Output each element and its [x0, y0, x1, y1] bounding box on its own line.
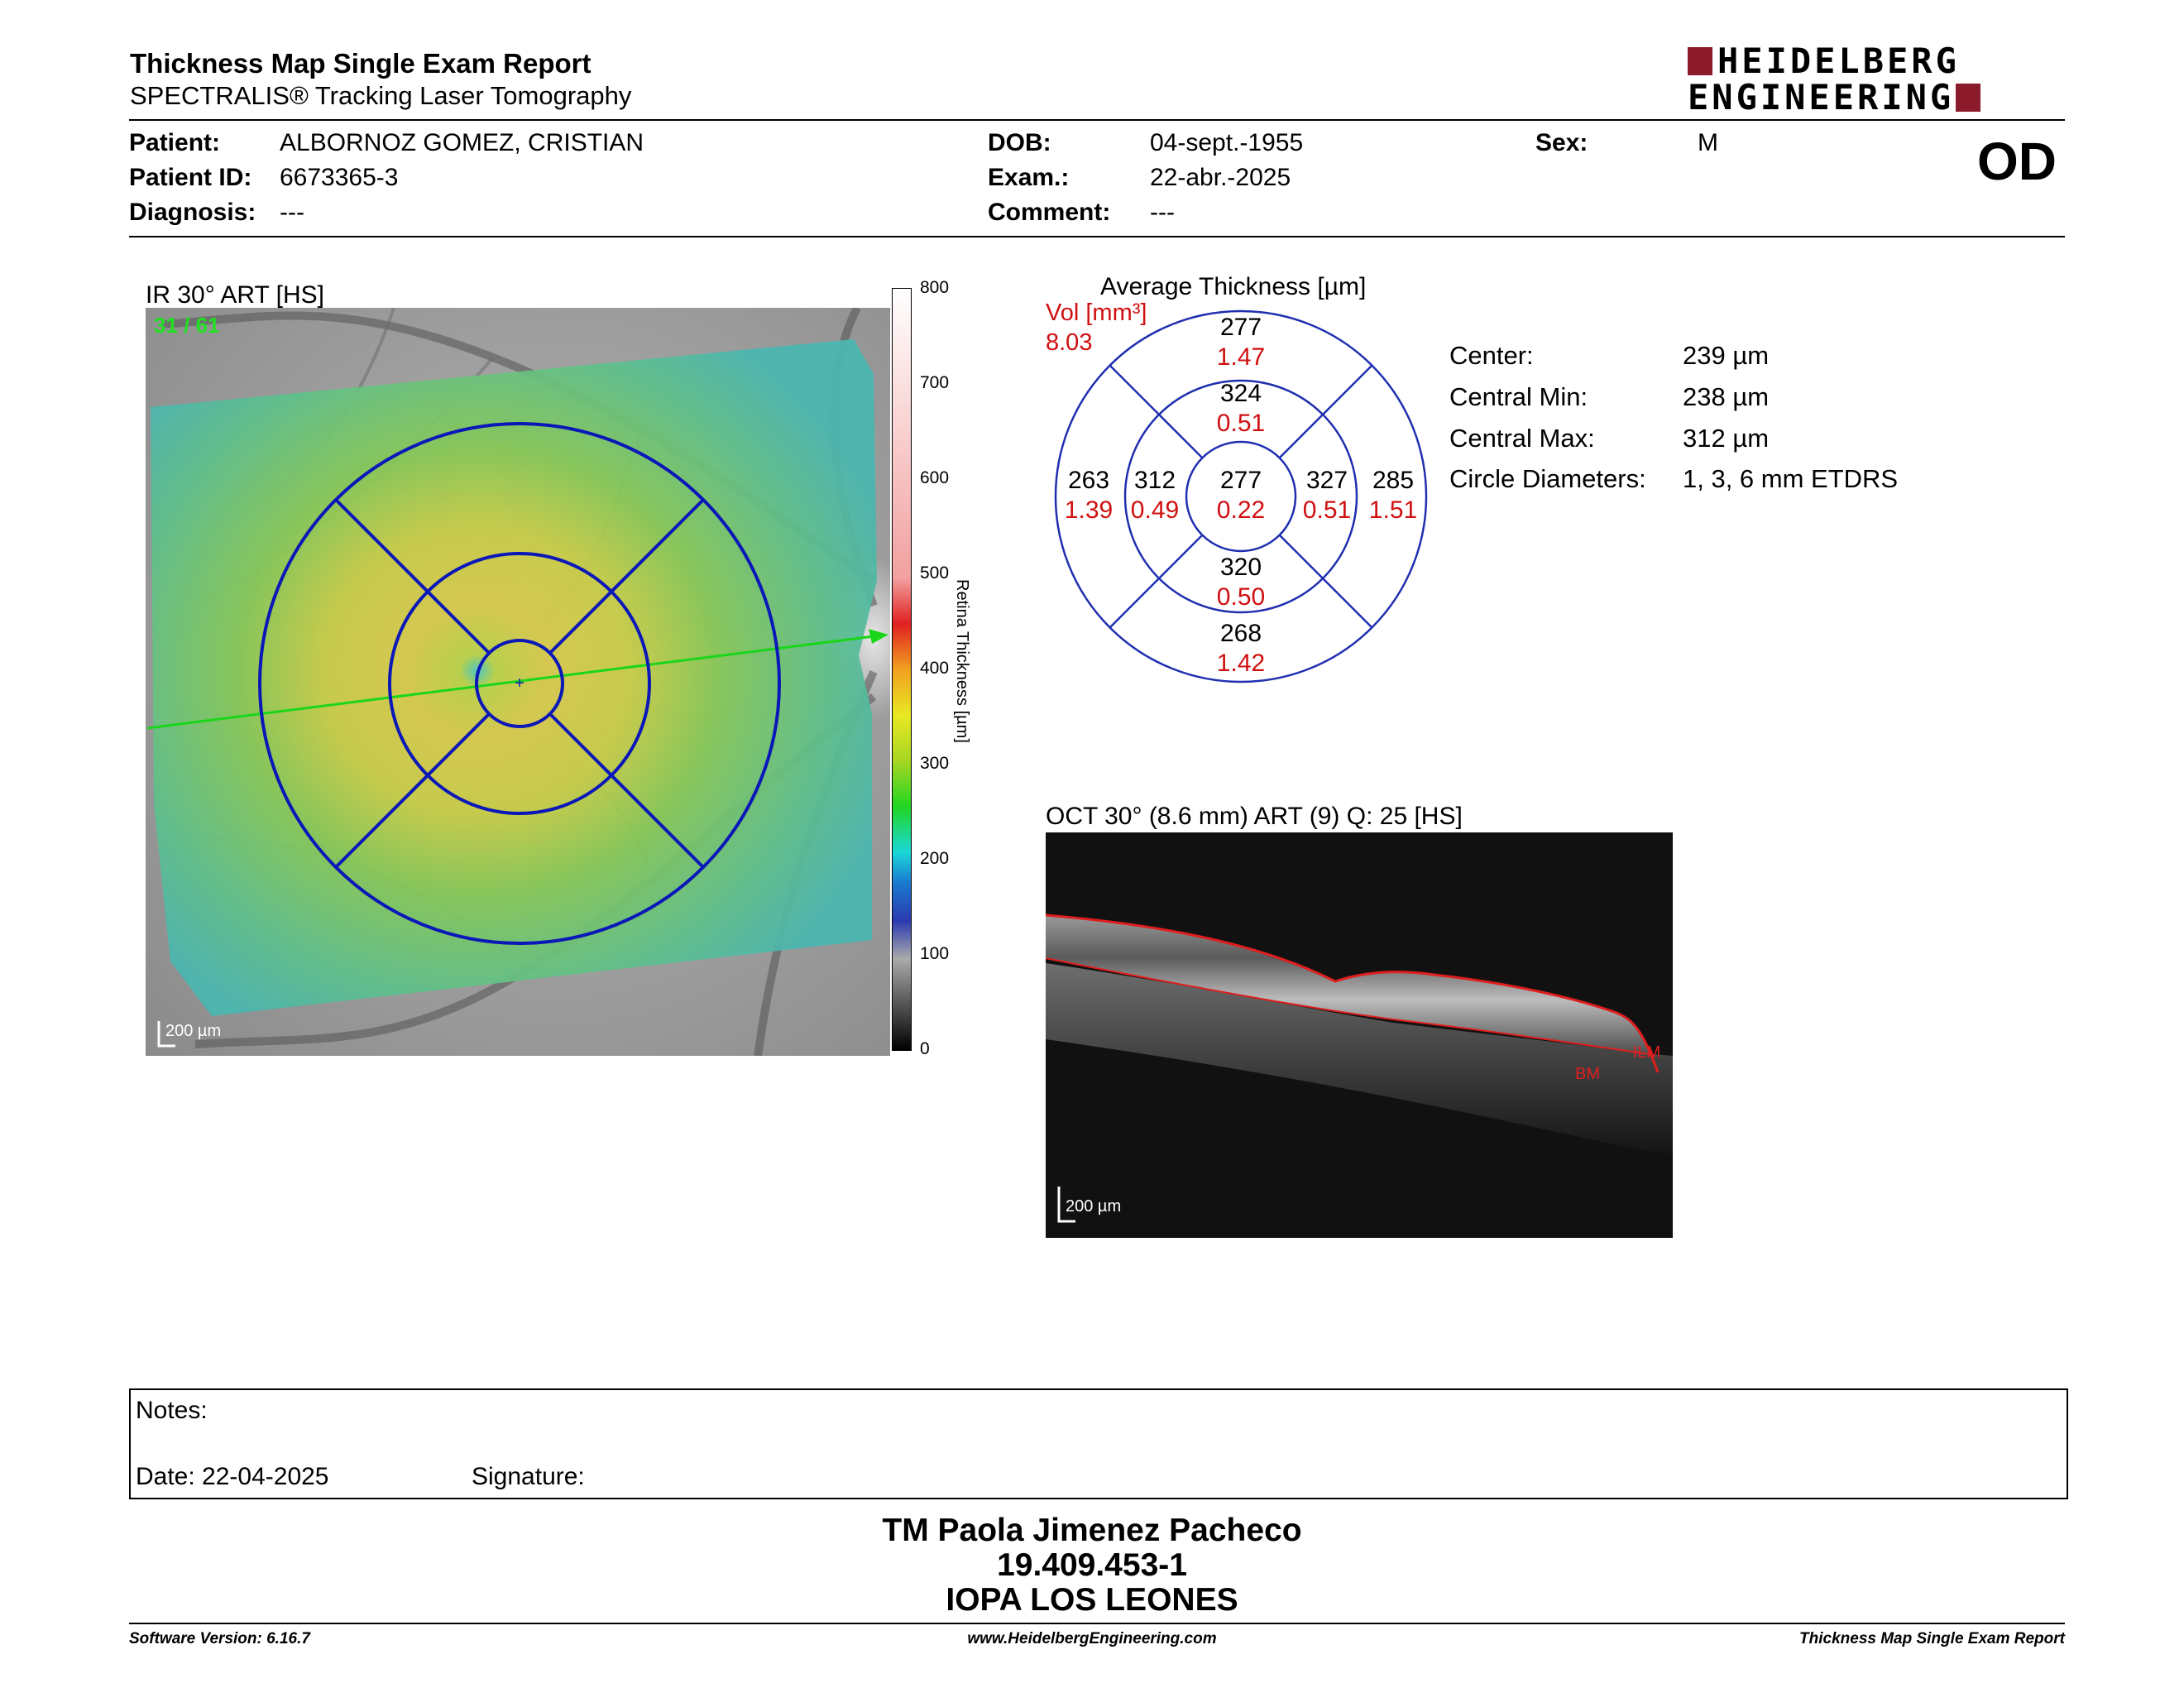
circle-diameters-label: Circle Diameters:: [1449, 464, 1646, 493]
oct-scale-label: 200 µm: [1066, 1197, 1121, 1216]
thickness-colorbar: [892, 288, 912, 1051]
report-title: Thickness Map Single Exam Report: [130, 48, 592, 79]
volume-total: 8.03: [1046, 329, 1093, 356]
scale-bar-icon: [157, 1021, 175, 1048]
scan-arrow-icon: [869, 629, 888, 644]
oct-title: OCT 30° (8.6 mm) ART (9) Q: 25 [HS]: [1046, 803, 1463, 830]
outer-inferior-thickness: 268: [1220, 620, 1262, 647]
frame-counter: 31 / 61: [154, 313, 220, 338]
ilm-line: [1046, 914, 1660, 1073]
outer-nasal-volume: 1.51: [1369, 496, 1417, 524]
center-thickness: 277: [1220, 467, 1262, 494]
inner-inferior-volume: 0.50: [1217, 583, 1265, 611]
eye-indicator: OD: [1977, 132, 2057, 191]
footer-report-name: Thickness Map Single Exam Report: [1799, 1630, 2065, 1647]
heidelberg-logo: HEIDELBERG ENGINEERING: [1688, 41, 2068, 117]
notes-date: Date: 22-04-2025: [136, 1463, 329, 1490]
fundus-etdrs-grid: [258, 422, 781, 945]
outer-temporal-thickness: 263: [1068, 467, 1109, 494]
logo-line1: HEIDELBERG: [1717, 41, 1960, 81]
bm-label: BM: [1575, 1065, 1600, 1083]
inner-temporal-volume: 0.49: [1131, 496, 1179, 524]
center-label: Center:: [1449, 341, 1534, 370]
sex-value: M: [1698, 129, 1718, 156]
oct-bscan-image: ILM BM 200 µm: [1046, 832, 1673, 1238]
patient-name: ALBORNOZ GOMEZ, CRISTIAN: [280, 129, 644, 156]
report-subtitle: SPECTRALIS® Tracking Laser Tomography: [130, 81, 632, 110]
inner-nasal-volume: 0.51: [1303, 496, 1351, 524]
colorbar-tick: 700: [920, 373, 950, 392]
exam-value: 22-abr.-2025: [1150, 164, 1291, 191]
dob-value: 04-sept.-1955: [1150, 129, 1304, 156]
diagnosis-label: Diagnosis:: [129, 199, 256, 226]
scan-line[interactable]: [146, 635, 874, 730]
header-divider: [129, 119, 2065, 121]
svg-text:+: +: [515, 674, 524, 693]
center-volume: 0.22: [1217, 496, 1265, 524]
fundus-title: IR 30° ART [HS]: [146, 281, 324, 309]
notes-label: Notes:: [136, 1397, 208, 1424]
inner-nasal-thickness: 327: [1306, 467, 1348, 494]
inner-superior-thickness: 324: [1220, 380, 1262, 407]
central-min-value: 238 µm: [1683, 382, 1770, 411]
outer-temporal-volume: 1.39: [1065, 496, 1113, 524]
technician-name: TM Paola Jimenez Pacheco: [882, 1513, 1302, 1548]
inner-inferior-thickness: 320: [1220, 554, 1262, 581]
etdrs-title: Average Thickness [µm]: [1100, 273, 1367, 300]
footer-divider: [129, 1623, 2065, 1624]
bm-line: [1046, 957, 1650, 1055]
oct-svg: ILM BM 200 µm: [1046, 832, 1673, 1238]
website-link[interactable]: www.HeidelbergEngineering.com: [967, 1630, 1217, 1647]
colorbar-tick: 200: [920, 849, 950, 868]
colorbar-tick: 0: [920, 1039, 930, 1058]
etdrs-grid: 277 1.47 324 0.51 263 1.39 312 0.49 277 …: [1054, 309, 1428, 683]
scale-bar-icon: [1057, 1187, 1075, 1223]
info-divider: [129, 236, 2065, 237]
patient-id-label: Patient ID:: [129, 164, 252, 191]
outer-superior-thickness: 277: [1220, 314, 1262, 341]
patient-label: Patient:: [129, 129, 221, 156]
fundus-svg: 31 / 61 + 200 µm: [146, 305, 923, 1057]
inner-temporal-thickness: 312: [1134, 467, 1176, 494]
patient-id: 6673365-3: [280, 164, 399, 191]
volume-label: Vol [mm³]: [1046, 300, 1147, 326]
logo-square-icon: [1688, 47, 1712, 75]
colorbar-tick: 400: [920, 659, 950, 678]
technician-rut: 19.409.453-1: [997, 1547, 1187, 1583]
central-max-label: Central Max:: [1449, 424, 1595, 453]
colorbar-tick: 300: [920, 754, 950, 773]
dob-label: DOB:: [988, 129, 1051, 156]
outer-nasal-thickness: 285: [1372, 467, 1414, 494]
colorbar-axis-label: Retina Thickness [µm]: [953, 579, 971, 743]
exam-label: Exam.:: [988, 164, 1070, 191]
colorbar-tick: 500: [920, 563, 950, 583]
colorbar-tick: 100: [920, 944, 950, 963]
comment-label: Comment:: [988, 199, 1111, 226]
central-min-label: Central Min:: [1449, 382, 1588, 411]
central-max-value: 312 µm: [1683, 424, 1770, 453]
comment-value: ---: [1150, 199, 1175, 226]
outer-superior-volume: 1.47: [1217, 343, 1265, 371]
ilm-label: ILM: [1633, 1043, 1660, 1062]
circle-diameters-value: 1, 3, 6 mm ETDRS: [1683, 464, 1899, 493]
software-version: Software Version: 6.16.7: [129, 1630, 310, 1647]
signature-label: Signature:: [472, 1463, 585, 1490]
colorbar-tick: 800: [920, 278, 950, 297]
fundus-image: 31 / 61 + 200 µm: [146, 305, 923, 1057]
diagnosis-value: ---: [280, 199, 304, 226]
fundus-scale-label: 200 µm: [165, 1022, 221, 1040]
logo-line2: ENGINEERING: [1688, 77, 1955, 117]
institution-name: IOPA LOS LEONES: [946, 1582, 1238, 1618]
sex-label: Sex:: [1535, 129, 1588, 156]
inner-superior-volume: 0.51: [1217, 410, 1265, 437]
logo-square-icon: [1956, 84, 1981, 112]
colorbar-tick: 600: [920, 468, 950, 487]
notes-box[interactable]: [129, 1388, 2068, 1499]
outer-inferior-volume: 1.42: [1217, 650, 1265, 677]
center-value: 239 µm: [1683, 341, 1770, 370]
